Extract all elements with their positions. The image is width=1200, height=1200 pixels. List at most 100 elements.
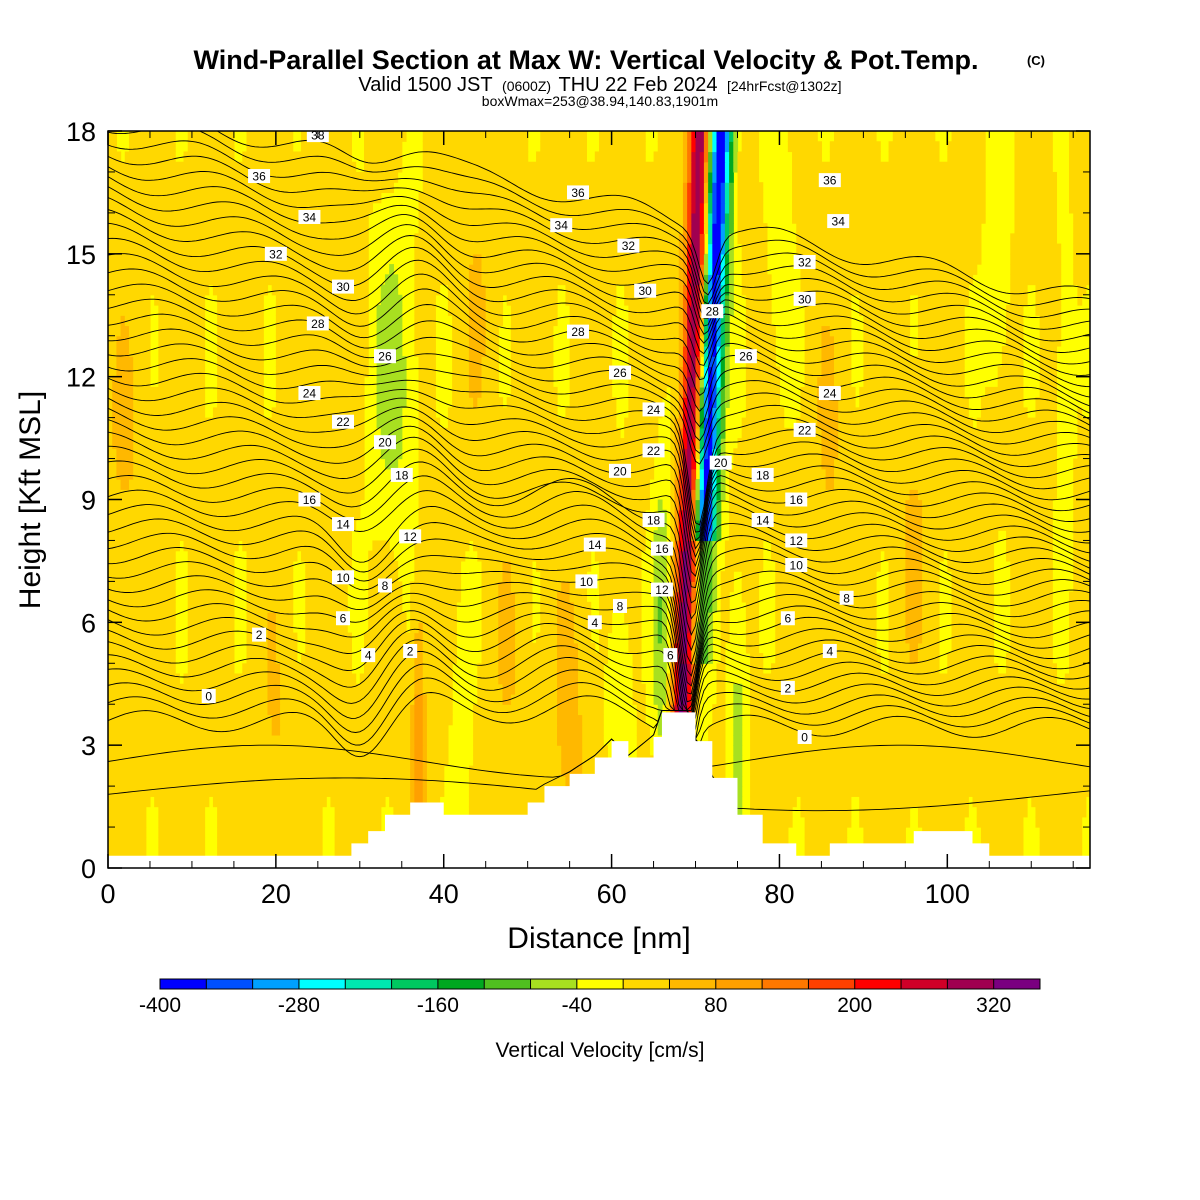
velocity-cell bbox=[687, 192, 692, 204]
velocity-cell bbox=[275, 612, 294, 623]
velocity-cell bbox=[708, 397, 713, 408]
velocity-cell bbox=[670, 673, 676, 685]
velocity-cell bbox=[821, 458, 835, 470]
velocity-cell bbox=[1010, 581, 1053, 593]
velocity-cell bbox=[498, 581, 512, 593]
velocity-cell bbox=[628, 376, 680, 388]
velocity-cell bbox=[687, 550, 692, 562]
velocity-cell bbox=[426, 755, 449, 767]
velocity-cell bbox=[1010, 591, 1053, 603]
velocity-cell bbox=[703, 468, 713, 480]
velocity-cell bbox=[733, 775, 743, 787]
velocity-cell bbox=[108, 233, 369, 245]
theta-isentrope bbox=[108, 628, 1090, 727]
velocity-cell bbox=[695, 519, 701, 531]
velocity-cell bbox=[838, 427, 1058, 439]
contour-label: 32 bbox=[622, 239, 636, 253]
velocity-cell bbox=[745, 335, 776, 347]
velocity-cell bbox=[687, 663, 692, 675]
velocity-cell bbox=[720, 601, 730, 613]
velocity-cell bbox=[158, 366, 206, 378]
velocity-cell bbox=[708, 345, 713, 357]
velocity-cell bbox=[414, 264, 470, 275]
contour-label: 6 bbox=[340, 612, 347, 626]
velocity-cell bbox=[729, 519, 906, 531]
colorbar-swatch bbox=[160, 979, 207, 989]
velocity-cell bbox=[888, 601, 906, 613]
velocity-cell bbox=[477, 663, 499, 675]
forecast-label: [24hrFcst@1302z] bbox=[727, 78, 842, 94]
y-axis-label: Height [Kft MSL] bbox=[14, 391, 47, 609]
velocity-cell bbox=[687, 427, 692, 439]
velocity-cell bbox=[158, 806, 206, 818]
velocity-cell bbox=[716, 202, 722, 214]
velocity-cell bbox=[473, 540, 646, 552]
velocity-cell bbox=[384, 458, 399, 470]
colorbar-swatch bbox=[576, 979, 624, 989]
velocity-cell bbox=[426, 775, 445, 787]
velocity-cell bbox=[829, 141, 881, 153]
velocity-cell bbox=[158, 345, 206, 357]
colorbar-swatch bbox=[345, 979, 392, 989]
velocity-cell bbox=[1069, 192, 1090, 204]
velocity-cell bbox=[557, 714, 583, 726]
velocity-cell bbox=[670, 438, 676, 449]
velocity-cell bbox=[678, 622, 684, 634]
velocity-cell bbox=[682, 335, 688, 347]
velocity-cell bbox=[422, 622, 457, 634]
velocity-cell bbox=[368, 622, 407, 634]
velocity-cell bbox=[733, 683, 743, 695]
velocity-cell bbox=[905, 550, 923, 562]
velocity-cell bbox=[745, 632, 760, 644]
contour-label-box bbox=[751, 467, 774, 482]
velocity-cell bbox=[578, 683, 604, 695]
velocity-cell bbox=[536, 151, 588, 163]
velocity-cell bbox=[682, 427, 688, 439]
velocity-cell bbox=[515, 632, 533, 644]
velocity-cell bbox=[741, 591, 760, 603]
velocity-cell bbox=[569, 397, 617, 408]
velocity-cell bbox=[557, 724, 583, 736]
velocity-cell bbox=[695, 325, 701, 337]
velocity-cell bbox=[699, 233, 705, 245]
velocity-cell bbox=[712, 161, 718, 173]
velocity-cell bbox=[775, 601, 877, 613]
velocity-cell bbox=[422, 775, 428, 787]
velocity-cell bbox=[821, 448, 839, 460]
velocity-cell bbox=[888, 632, 906, 644]
velocity-cell bbox=[1069, 642, 1090, 654]
velocity-cell bbox=[922, 591, 940, 603]
velocity-cell bbox=[1069, 591, 1090, 603]
velocity-cell bbox=[792, 212, 986, 224]
velocity-cell bbox=[708, 427, 713, 439]
velocity-cell bbox=[922, 622, 940, 634]
velocity-cell bbox=[720, 223, 726, 234]
velocity-cell bbox=[716, 315, 722, 327]
velocity-cell bbox=[695, 407, 701, 419]
velocity-cell bbox=[972, 796, 1028, 808]
velocity-cell bbox=[951, 622, 995, 634]
velocity-cell bbox=[716, 448, 722, 460]
velocity-cell bbox=[708, 448, 713, 460]
velocity-cell bbox=[447, 305, 470, 316]
contour-label-box bbox=[818, 386, 841, 401]
velocity-cell bbox=[716, 325, 722, 337]
velocity-cell bbox=[750, 683, 1090, 695]
velocity-cell bbox=[158, 376, 206, 388]
velocity-cell bbox=[775, 653, 881, 664]
velocity-cell bbox=[687, 141, 692, 153]
velocity-cell bbox=[657, 612, 663, 623]
theta-isentrope bbox=[108, 651, 1090, 730]
velocity-cell bbox=[422, 131, 529, 142]
velocity-cell bbox=[674, 438, 680, 449]
velocity-cell bbox=[670, 530, 676, 542]
theta-isentrope bbox=[108, 518, 1090, 677]
velocity-cell bbox=[724, 253, 730, 265]
velocity-cell bbox=[724, 305, 730, 316]
velocity-cell bbox=[699, 171, 705, 183]
velocity-cell bbox=[536, 632, 558, 644]
velocity-cell bbox=[1073, 274, 1090, 286]
velocity-cell bbox=[976, 806, 1028, 818]
velocity-cell bbox=[217, 366, 264, 378]
velocity-cell bbox=[1077, 427, 1090, 439]
